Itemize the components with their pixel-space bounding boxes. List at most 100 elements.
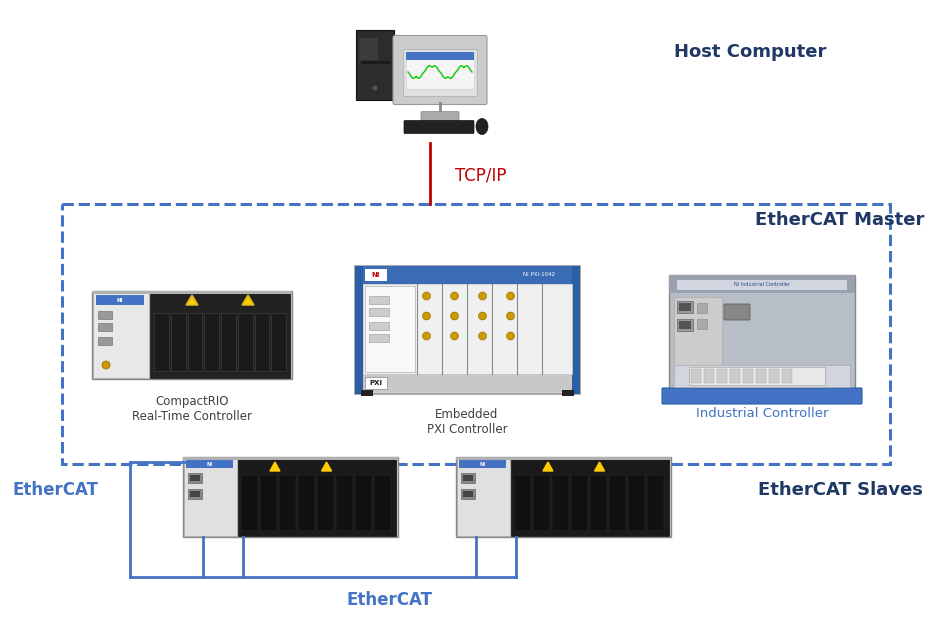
Bar xyxy=(514,475,531,531)
Ellipse shape xyxy=(422,332,431,340)
Bar xyxy=(406,51,474,88)
Bar xyxy=(689,367,825,385)
Bar xyxy=(360,60,390,64)
Bar xyxy=(691,369,701,383)
FancyBboxPatch shape xyxy=(404,120,474,134)
Bar xyxy=(189,475,200,481)
Bar xyxy=(170,313,186,371)
Text: NI: NI xyxy=(479,461,486,466)
Bar xyxy=(403,48,477,95)
Bar xyxy=(456,458,510,536)
Bar xyxy=(186,460,233,468)
Bar xyxy=(279,475,296,531)
Bar xyxy=(363,374,571,392)
FancyBboxPatch shape xyxy=(677,319,693,331)
Bar xyxy=(647,475,664,531)
Bar xyxy=(62,204,890,464)
Bar xyxy=(150,292,290,378)
Bar xyxy=(571,475,588,531)
FancyBboxPatch shape xyxy=(92,291,292,379)
Bar xyxy=(363,266,571,284)
Ellipse shape xyxy=(507,312,514,320)
Text: EtherCAT Master: EtherCAT Master xyxy=(756,211,924,229)
Bar xyxy=(782,369,792,383)
Bar xyxy=(255,313,269,371)
Bar xyxy=(271,313,286,371)
FancyBboxPatch shape xyxy=(724,304,750,320)
Bar xyxy=(98,311,112,319)
Text: Host Computer: Host Computer xyxy=(674,43,826,61)
FancyBboxPatch shape xyxy=(662,388,862,404)
Bar xyxy=(456,457,670,460)
Bar xyxy=(239,458,396,536)
Bar xyxy=(458,460,507,468)
Ellipse shape xyxy=(451,332,458,340)
Bar xyxy=(460,473,474,483)
Polygon shape xyxy=(270,462,280,471)
FancyBboxPatch shape xyxy=(421,112,459,120)
Bar xyxy=(590,475,607,531)
Ellipse shape xyxy=(102,361,110,369)
Polygon shape xyxy=(242,295,254,305)
Bar xyxy=(363,284,571,374)
Bar xyxy=(533,475,550,531)
Bar xyxy=(769,369,779,383)
Ellipse shape xyxy=(422,312,431,320)
Bar xyxy=(98,337,112,345)
Bar xyxy=(189,491,200,497)
Polygon shape xyxy=(186,295,198,305)
FancyBboxPatch shape xyxy=(677,301,693,313)
Bar xyxy=(374,475,390,531)
Ellipse shape xyxy=(422,292,431,300)
Text: CompactRIO
Real-Time Controller: CompactRIO Real-Time Controller xyxy=(132,395,252,423)
Text: EtherCAT: EtherCAT xyxy=(347,591,433,609)
Bar xyxy=(355,475,371,531)
Bar xyxy=(365,269,386,281)
Text: NI Industrial Controller: NI Industrial Controller xyxy=(734,283,790,288)
Text: EtherCAT: EtherCAT xyxy=(12,481,98,499)
Polygon shape xyxy=(322,462,331,471)
Bar xyxy=(260,475,277,531)
Bar xyxy=(354,266,363,394)
Bar xyxy=(368,296,388,304)
Polygon shape xyxy=(595,462,604,471)
Bar xyxy=(241,475,259,531)
Ellipse shape xyxy=(478,312,487,320)
Ellipse shape xyxy=(507,292,514,300)
Bar xyxy=(184,458,238,536)
Bar xyxy=(93,292,149,378)
Bar xyxy=(743,369,753,383)
Bar xyxy=(674,365,850,387)
FancyBboxPatch shape xyxy=(456,457,670,537)
Bar xyxy=(717,369,727,383)
Bar xyxy=(462,491,473,497)
Bar xyxy=(221,313,236,371)
Text: NI: NI xyxy=(116,297,123,302)
Bar xyxy=(756,369,766,383)
Bar xyxy=(368,322,388,330)
FancyBboxPatch shape xyxy=(183,457,398,537)
FancyBboxPatch shape xyxy=(354,266,580,394)
Bar xyxy=(188,489,202,499)
Bar xyxy=(188,313,203,371)
Bar xyxy=(704,369,714,383)
Text: NI: NI xyxy=(206,461,212,466)
Text: TCP/IP: TCP/IP xyxy=(455,166,507,184)
Bar xyxy=(365,377,386,389)
Bar xyxy=(361,390,372,396)
Text: PXI: PXI xyxy=(369,380,382,386)
Text: EtherCAT Slaves: EtherCAT Slaves xyxy=(758,481,922,499)
Ellipse shape xyxy=(478,332,487,340)
Bar xyxy=(406,51,474,60)
Bar xyxy=(365,286,415,372)
Ellipse shape xyxy=(478,292,487,300)
Bar xyxy=(368,334,388,342)
Bar xyxy=(628,475,645,531)
Bar xyxy=(679,303,691,311)
Bar xyxy=(462,475,473,481)
Bar xyxy=(562,390,574,396)
Ellipse shape xyxy=(451,292,458,300)
Bar xyxy=(571,266,580,394)
Ellipse shape xyxy=(372,85,378,91)
Bar xyxy=(359,38,378,63)
